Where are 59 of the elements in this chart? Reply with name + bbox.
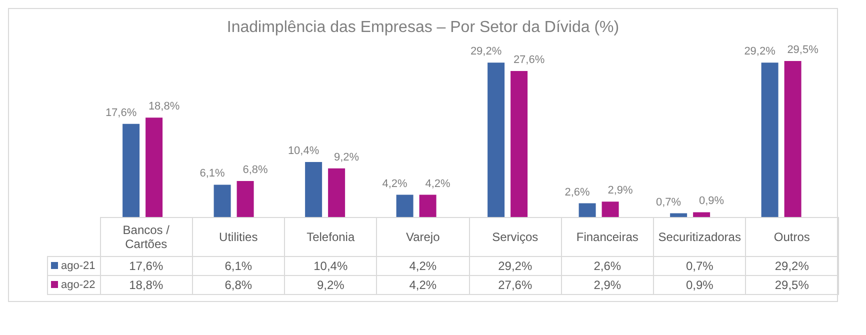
text: 18,8% bbox=[148, 100, 180, 113]
bar bbox=[146, 118, 163, 217]
text: 4,2% bbox=[425, 178, 450, 190]
x-tick-label: Serviços bbox=[469, 218, 562, 256]
data-label: 0,7% bbox=[654, 256, 746, 276]
data-label: 6,1% bbox=[192, 256, 284, 276]
data-label: 29,2% bbox=[746, 256, 838, 276]
text: 6,1% bbox=[200, 168, 225, 180]
data-label: 4,2% bbox=[376, 276, 469, 294]
x-tick-label: Securitizadoras bbox=[654, 218, 746, 256]
x-tick-label: Varejo bbox=[376, 218, 469, 256]
text: 9,2% bbox=[334, 151, 360, 164]
x-tick-label: Financeiras bbox=[561, 218, 654, 256]
legend-label: ago-22 bbox=[48, 276, 100, 294]
text: 29,5% bbox=[787, 44, 818, 56]
data-label: 9,2% bbox=[284, 276, 377, 294]
text: 0,7% bbox=[656, 196, 682, 208]
data-label: 2,6% bbox=[561, 256, 654, 276]
data-label: 27,6% bbox=[469, 276, 562, 294]
data-label: 4,2% bbox=[376, 256, 469, 276]
text: 29,2% bbox=[470, 46, 502, 58]
chart-title: Inadimplência das Empresas – Por Setor da Dívida (%) bbox=[226, 18, 620, 37]
data-label: 0,9% bbox=[654, 276, 746, 294]
x-tick-label: Outros bbox=[746, 218, 838, 256]
bar bbox=[510, 71, 528, 217]
text: 17,6% bbox=[105, 106, 137, 119]
bar bbox=[328, 168, 346, 217]
bar bbox=[488, 62, 505, 217]
data-label: 29,2% bbox=[469, 256, 562, 276]
bar bbox=[214, 184, 231, 217]
bar bbox=[122, 124, 140, 217]
text: 10,4% bbox=[288, 145, 320, 158]
x-tick-label: Telefonia bbox=[284, 218, 377, 256]
bar bbox=[419, 194, 436, 217]
text: 2,6% bbox=[564, 186, 590, 198]
bar bbox=[761, 62, 778, 217]
bar bbox=[236, 181, 254, 217]
x-tick-label: Bancos / Cartões bbox=[100, 218, 192, 256]
bar bbox=[693, 212, 710, 217]
text: 2,9% bbox=[608, 184, 633, 197]
bar bbox=[602, 202, 619, 217]
bar bbox=[578, 203, 596, 217]
text: 6,8% bbox=[242, 164, 268, 176]
text: 27,6% bbox=[513, 54, 545, 66]
data-label: 2,9% bbox=[561, 276, 654, 294]
data-label: 17,6% bbox=[100, 256, 192, 276]
legend-label: ago-21 bbox=[48, 256, 100, 276]
bar bbox=[670, 213, 688, 217]
data-label: 10,4% bbox=[284, 256, 377, 276]
text: 29,2% bbox=[744, 46, 776, 58]
text: 0,9% bbox=[699, 195, 724, 208]
bar bbox=[305, 162, 322, 217]
text: 4,2% bbox=[382, 178, 408, 190]
x-tick-label: Utilities bbox=[192, 218, 284, 256]
data-label: 6,8% bbox=[192, 276, 284, 294]
bar bbox=[784, 61, 802, 217]
data-label: 29,5% bbox=[746, 276, 838, 294]
bar bbox=[396, 194, 414, 217]
data-label: 18,8% bbox=[100, 276, 192, 294]
